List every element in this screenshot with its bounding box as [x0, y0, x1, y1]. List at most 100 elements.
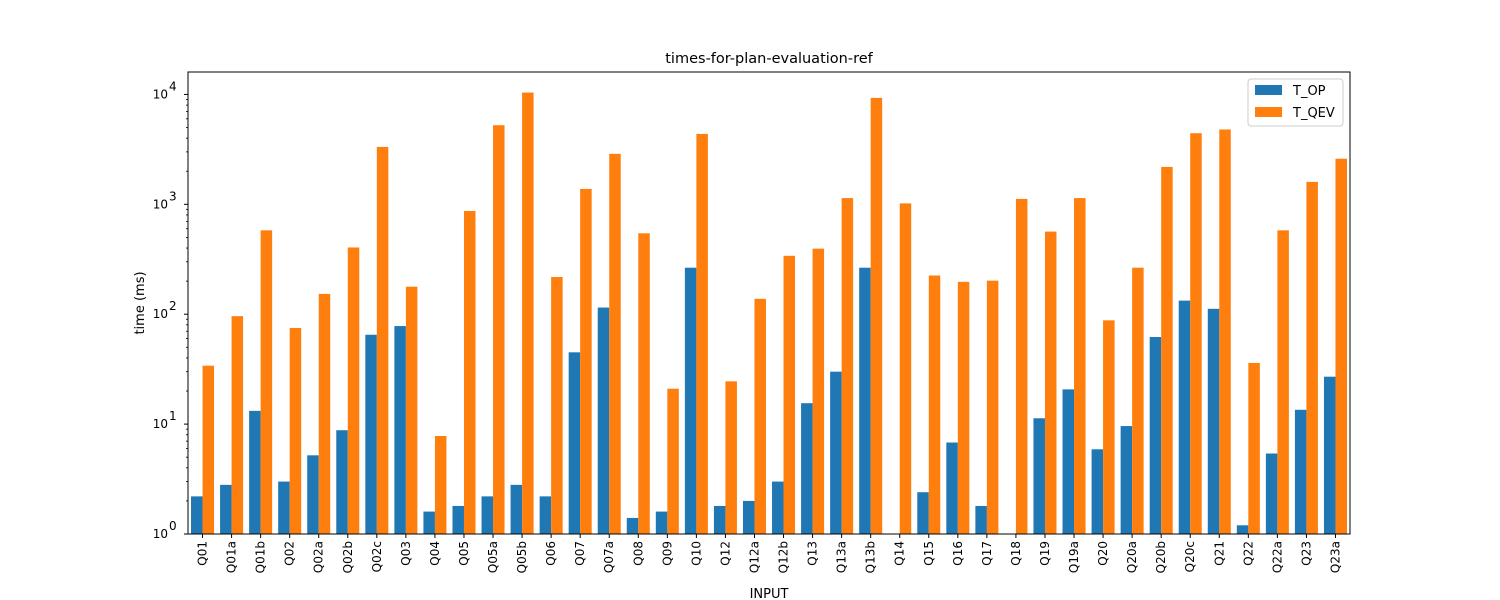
bar-t-op-q13b	[859, 267, 871, 534]
bar-t-op-q04	[423, 511, 435, 534]
bar-t-op-q12	[713, 505, 726, 534]
y-tick-exponent: 2	[169, 299, 177, 313]
y-tick-label: 10	[153, 307, 168, 321]
x-tick-label: Q05a	[486, 541, 500, 573]
x-tick-label: Q13	[806, 541, 820, 566]
bar-t-op-q12b	[772, 481, 784, 534]
bar-t-qev-q02c	[376, 146, 389, 534]
bar-t-op-q02	[278, 481, 290, 534]
x-tick-label: Q18	[1009, 541, 1023, 566]
bar-t-op-q01a	[220, 484, 232, 534]
bar-t-qev-q12b	[783, 255, 796, 534]
y-tick-label: 10	[153, 527, 168, 541]
bar-t-qev-q17	[986, 280, 999, 534]
x-tick-label: Q02	[283, 541, 297, 566]
bar-t-qev-q06	[551, 277, 563, 534]
x-tick-label: Q13a	[835, 541, 849, 573]
y-axis-label: time (ms)	[133, 271, 148, 334]
x-tick-label: Q12a	[747, 541, 761, 573]
x-tick-label: Q23a	[1328, 541, 1342, 573]
bar-t-qev-q20a	[1132, 267, 1144, 534]
x-axis-ticks: Q01 Q01a Q01b Q02 Q02a Q02b Q02c Q03 Q04 Q05 Q05a Q…	[196, 534, 1342, 573]
x-tick-label: Q20c	[1183, 541, 1197, 572]
bar-t-op-q10	[684, 267, 697, 534]
bar-t-qev-q19	[1044, 231, 1057, 534]
bar-t-qev-q01b	[260, 230, 273, 534]
y-tick-exponent: 0	[169, 519, 177, 533]
bar-t-op-q05	[452, 505, 464, 534]
y-tick-label: 10	[153, 87, 168, 101]
bar-t-qev-q03	[405, 286, 418, 534]
bar-t-qev-q13a	[841, 198, 854, 534]
bar-t-qev-q12	[725, 381, 737, 534]
bar-t-qev-q04	[434, 435, 447, 534]
bar-t-op-q21	[1207, 308, 1220, 534]
y-tick-label: 10	[153, 197, 168, 211]
x-tick-label: Q14	[893, 541, 907, 566]
x-tick-label: Q01b	[254, 541, 268, 573]
bar-t-op-q16	[946, 442, 958, 534]
x-axis-label: INPUT	[750, 587, 789, 600]
bar-t-qev-q05a	[493, 125, 505, 535]
bar-t-qev-q02a	[318, 293, 331, 534]
legend-swatch-t-qev	[1255, 107, 1282, 117]
bar-t-qev-q23	[1306, 181, 1318, 534]
bar-t-qev-q07a	[609, 153, 621, 534]
x-tick-label: Q02c	[370, 541, 384, 572]
y-tick-exponent: 4	[169, 79, 177, 93]
bar-t-op-q20	[1091, 449, 1104, 534]
bar-t-op-q07	[568, 352, 581, 534]
x-tick-label: Q22	[1241, 541, 1255, 566]
y-tick-exponent: 1	[169, 409, 177, 423]
bar-t-qev-q09	[667, 388, 679, 534]
bar-t-qev-q20b	[1161, 166, 1173, 534]
bar-t-qev-q01a	[231, 316, 244, 534]
bar-t-op-q20a	[1120, 426, 1133, 534]
bar-t-qev-q12a	[754, 298, 766, 534]
x-tick-label: Q04	[428, 541, 442, 566]
x-tick-label: Q02b	[341, 541, 355, 573]
bar-t-qev-q13	[812, 248, 825, 534]
chart-title: times-for-plan-evaluation-ref	[665, 51, 873, 67]
bar-t-op-q20b	[1149, 337, 1162, 534]
x-tick-label: Q07	[573, 541, 587, 566]
legend-label-t-op: T_OP	[1292, 84, 1326, 99]
x-tick-label: Q01a	[225, 541, 239, 573]
bar-t-qev-q22a	[1277, 230, 1289, 534]
x-tick-label: Q20	[1096, 541, 1110, 566]
bar-t-qev-q18	[1015, 198, 1028, 534]
bar-t-qev-q23a	[1335, 158, 1347, 534]
x-tick-label: Q12	[718, 541, 732, 566]
bar-t-qev-q14	[899, 203, 912, 534]
legend-label-t-qev: T_QEV	[1292, 106, 1335, 121]
x-tick-label: Q01	[196, 541, 210, 566]
bar-t-op-q08	[626, 517, 639, 534]
bar-t-qev-q20	[1103, 320, 1115, 534]
bar-t-op-q02c	[365, 334, 377, 534]
bar-t-qev-q08	[638, 233, 650, 535]
x-tick-label: Q20b	[1154, 541, 1168, 573]
bar-t-op-q05a	[481, 496, 494, 534]
bar-t-qev-q13b	[870, 97, 883, 534]
x-tick-label: Q22a	[1270, 541, 1284, 573]
bar-t-qev-q01	[202, 365, 215, 534]
x-tick-label: Q05	[457, 541, 471, 566]
bar-t-op-q12a	[742, 500, 755, 534]
bar-t-qev-q19a	[1074, 198, 1086, 534]
bar-t-qev-q05b	[522, 92, 534, 534]
bar-t-op-q13a	[830, 371, 842, 534]
legend-swatch-t-op	[1255, 85, 1282, 95]
bar-t-op-q22	[1236, 525, 1249, 534]
bars-group	[191, 92, 1347, 535]
bar-t-op-q07a	[597, 307, 610, 534]
x-tick-label: Q07a	[602, 541, 616, 573]
bar-t-qev-q07	[580, 188, 592, 534]
bar-t-op-q01b	[249, 410, 261, 534]
x-tick-label: Q03	[399, 541, 413, 566]
x-tick-label: Q17	[980, 541, 994, 566]
bar-t-qev-q10	[696, 133, 708, 534]
bar-t-op-q17	[975, 505, 987, 534]
legend: T_OP T_QEV	[1247, 78, 1344, 127]
bar-t-qev-q05	[463, 210, 476, 534]
bar-t-op-q01	[191, 496, 203, 534]
